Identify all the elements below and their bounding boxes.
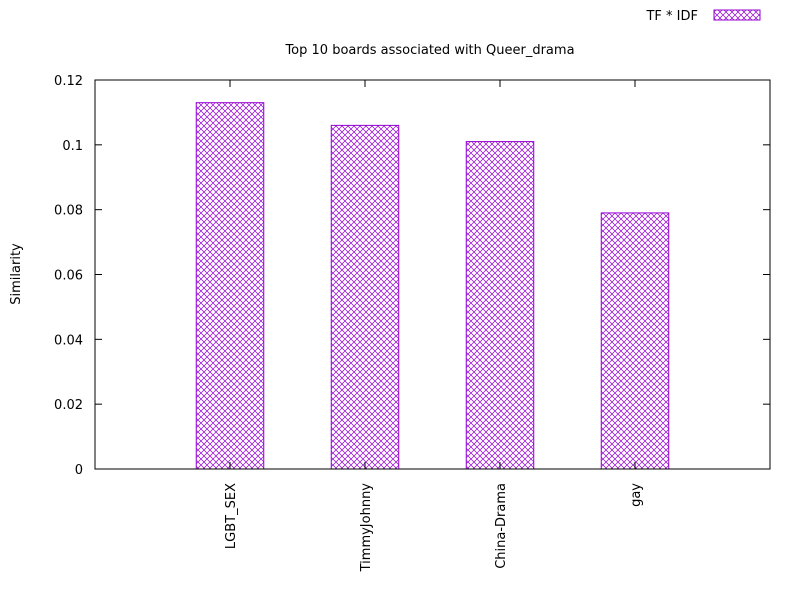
y-axis: 0 0.02 0.04 0.06 0.08 0.1 0.12 <box>54 74 770 478</box>
y-tick-label: 0.12 <box>54 74 83 89</box>
x-tick-label: LGBT_SEX <box>224 483 239 549</box>
legend-swatch <box>713 9 761 21</box>
x-tick-label: China-Drama <box>494 483 509 569</box>
y-tick-label: 0 <box>75 463 83 478</box>
x-tick-label: TimmyJohnny <box>359 483 374 573</box>
legend-label: TF * IDF <box>645 9 698 24</box>
legend: TF * IDF <box>645 9 761 24</box>
y-axis-label: Similarity <box>9 243 24 305</box>
plot-frame <box>94 79 771 470</box>
y-tick-label: 0.04 <box>54 333 83 348</box>
bar <box>465 141 535 470</box>
bars <box>195 102 670 470</box>
y-tick-label: 0.02 <box>54 398 83 413</box>
x-tick-label: gay <box>629 483 644 507</box>
chart-title: Top 10 boards associated with Queer_dram… <box>284 43 574 58</box>
y-tick-label: 0.08 <box>54 204 83 219</box>
bar <box>600 212 670 470</box>
bar <box>330 124 400 470</box>
y-tick-label: 0.1 <box>62 139 83 154</box>
x-axis: LGBT_SEX TimmyJohnny China-Drama gay <box>224 80 644 572</box>
bar <box>195 102 265 470</box>
y-tick-label: 0.06 <box>54 269 83 284</box>
